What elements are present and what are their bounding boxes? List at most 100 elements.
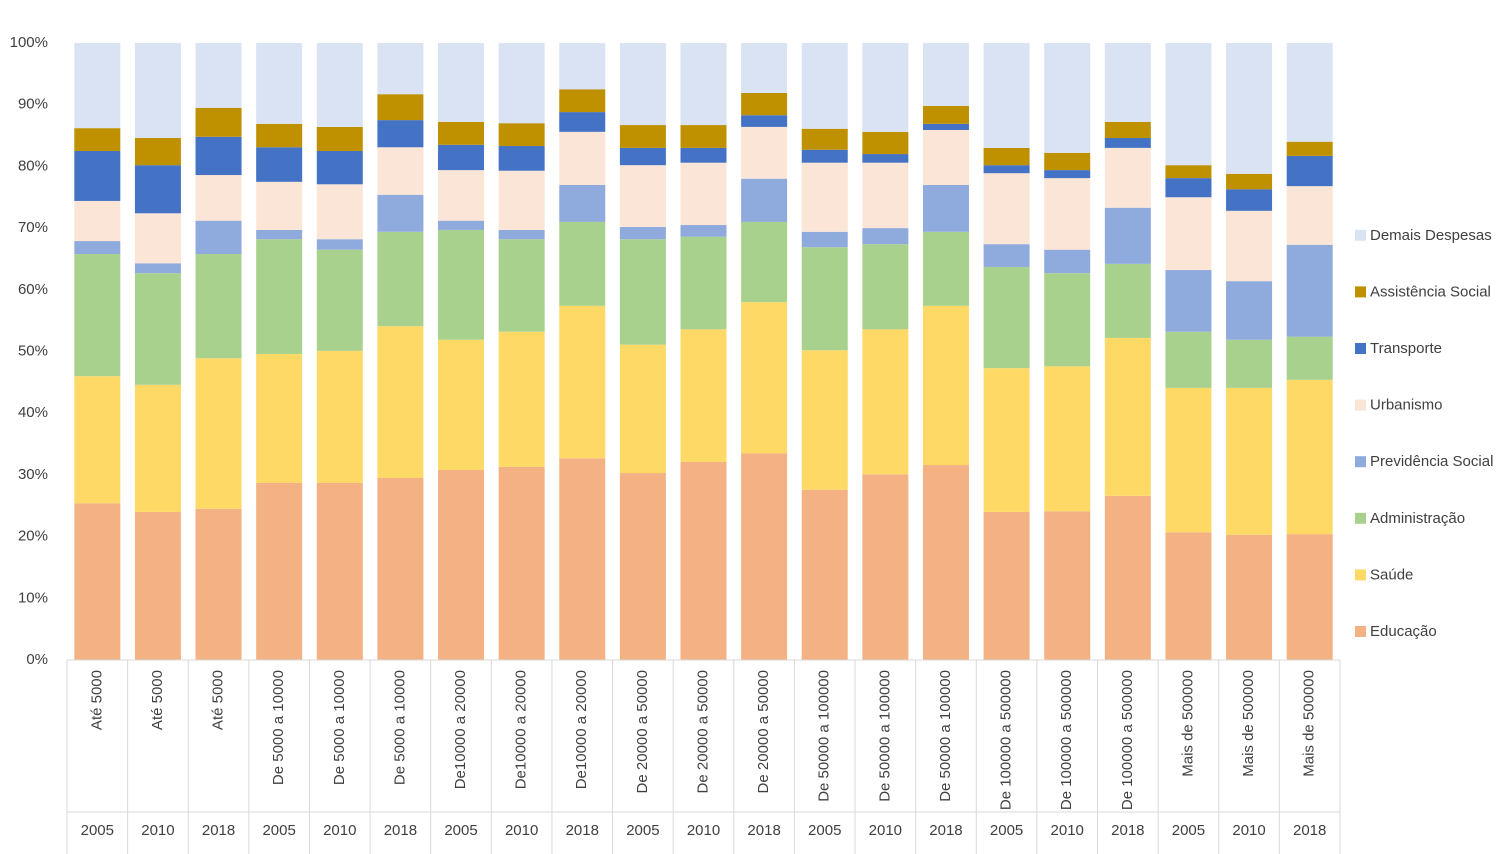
bar-segment: [377, 477, 424, 660]
legend-label: Assistência Social: [1370, 283, 1491, 300]
bar-segment: [862, 329, 909, 475]
bar-segment: [1104, 121, 1151, 139]
legend-label: Demais Despesas: [1370, 227, 1492, 244]
bar-segment: [74, 254, 121, 377]
x-category-label: De 20000 a 50000: [634, 670, 651, 793]
bar-segment: [1165, 270, 1212, 332]
bar-segment: [74, 503, 121, 660]
bar-segment: [983, 266, 1030, 369]
x-category-label: Mais de 500000: [1240, 670, 1257, 777]
bar-segment: [438, 121, 485, 145]
x-category-label: De 20000 a 50000: [694, 670, 711, 793]
bar-segment: [922, 43, 969, 106]
bar-segment: [1165, 532, 1212, 660]
bar-segment: [741, 115, 788, 127]
bar-segment: [983, 43, 1030, 148]
bar-segment: [74, 376, 121, 504]
bar-segment: [195, 43, 242, 108]
bar-segment: [1226, 339, 1273, 388]
bar-segment: [377, 326, 424, 478]
bar-segment: [1226, 210, 1273, 282]
legend-swatch: [1355, 286, 1366, 298]
x-category-label: De 5000 a 10000: [331, 670, 348, 785]
bar-segment: [195, 254, 242, 359]
bar-segment: [316, 239, 363, 250]
bar-segment: [559, 458, 606, 660]
bar-segment: [256, 43, 303, 124]
y-tick-label: 90%: [18, 96, 48, 113]
bar-segment: [983, 147, 1030, 166]
x-year-label: 2010: [1232, 822, 1265, 839]
bar-segment: [1044, 366, 1091, 512]
bar-segment: [1226, 534, 1273, 660]
y-tick-label: 50%: [18, 342, 48, 359]
bar-segment: [438, 229, 485, 340]
x-category-label: De 100000 a 500000: [998, 670, 1015, 810]
bar-segment: [801, 350, 848, 490]
legend-swatch: [1355, 626, 1366, 637]
bar-segment: [1044, 178, 1091, 250]
x-category-label: De 50000 a 100000: [937, 670, 954, 802]
x-year-label: 2018: [747, 822, 780, 839]
bar-segment: [195, 175, 242, 221]
bar-segment: [1226, 189, 1273, 211]
bar-segment: [862, 154, 909, 163]
bar-segment: [1165, 43, 1212, 166]
x-category-label: De 20000 a 50000: [755, 670, 772, 793]
bar-segment: [1286, 534, 1333, 660]
bar-segment: [983, 368, 1030, 512]
bar-segment: [922, 105, 969, 124]
bar-segment: [134, 273, 181, 385]
x-year-label: 2018: [384, 822, 417, 839]
bar-segment: [498, 43, 545, 124]
bar-segment: [1044, 511, 1091, 660]
x-year-label: 2005: [626, 822, 659, 839]
bar-segment: [316, 482, 363, 660]
bar-segment: [256, 123, 303, 148]
bar-segment: [438, 220, 485, 230]
bar-segment: [559, 184, 606, 222]
bar-segment: [922, 184, 969, 232]
bar-segment: [741, 92, 788, 116]
bar-segment: [922, 231, 969, 306]
x-year-label: 2018: [1293, 822, 1326, 839]
legend-swatch: [1355, 569, 1366, 581]
y-tick-label: 20%: [18, 528, 48, 545]
bar-segment: [316, 150, 363, 185]
legend-label: Administração: [1370, 510, 1465, 527]
bar-segment: [559, 112, 606, 132]
bar-segment: [256, 482, 303, 660]
y-tick-label: 100%: [10, 34, 48, 51]
x-year-label: 2005: [444, 822, 477, 839]
bar-segment: [195, 220, 242, 255]
bar-segment: [1286, 336, 1333, 380]
bar-segment: [134, 165, 181, 214]
x-category-label: Mais de 500000: [1301, 670, 1318, 777]
bar-segment: [619, 147, 666, 166]
x-year-label: 2010: [687, 822, 720, 839]
bar-segment: [438, 469, 485, 660]
bar-segment: [559, 43, 606, 90]
bar-segment: [438, 144, 485, 171]
bar-segment: [1044, 152, 1091, 171]
bar-segment: [862, 162, 909, 229]
bar-segment: [1104, 43, 1151, 122]
bar-segment: [801, 247, 848, 351]
bar-segment: [922, 129, 969, 185]
bar-segment: [1165, 165, 1212, 179]
bar-segment: [983, 244, 1030, 267]
bar-segment: [862, 43, 909, 132]
legend-label: Educação: [1370, 623, 1437, 640]
x-year-label: 2018: [202, 822, 235, 839]
bar-segment: [377, 231, 424, 327]
bar-segment: [801, 128, 848, 150]
bar-segment: [619, 226, 666, 240]
bar-segment: [195, 508, 242, 660]
x-year-label: 2018: [1111, 822, 1144, 839]
bar-segment: [680, 329, 727, 462]
bar-segment: [680, 236, 727, 330]
bar-segment: [498, 229, 545, 240]
x-year-label: 2005: [262, 822, 295, 839]
bar-segment: [741, 178, 788, 222]
